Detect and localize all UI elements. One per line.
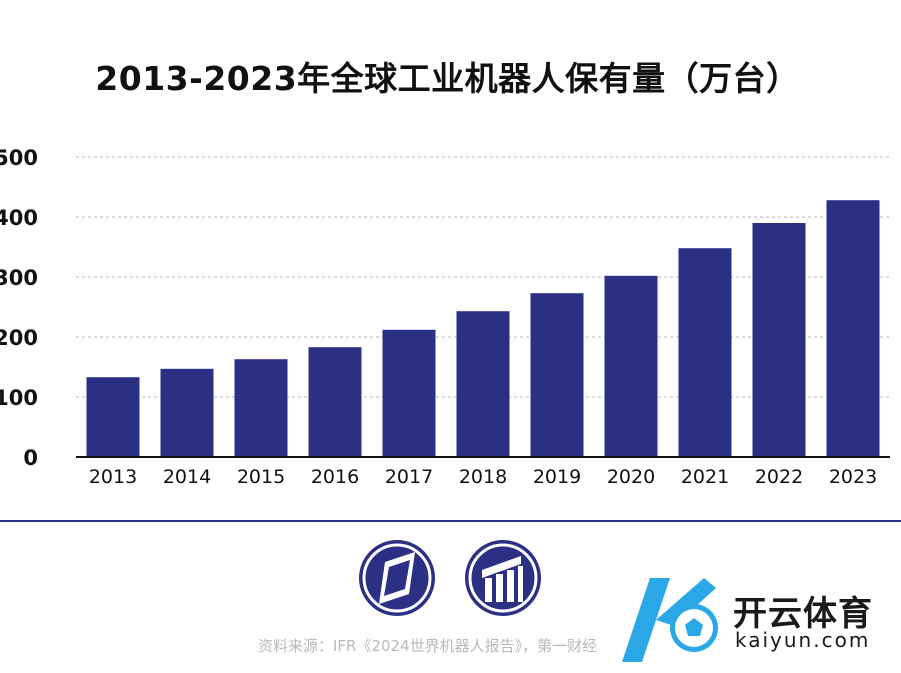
y-tick-label: 200	[0, 326, 38, 350]
watermark-domain: kaiyun.com	[735, 628, 871, 652]
bar-2016	[308, 347, 362, 457]
bar-2013	[86, 377, 140, 457]
y-tick-label: 300	[0, 266, 38, 290]
bar-2021	[678, 248, 732, 457]
kaiyun-ball-logo-icon	[622, 578, 718, 662]
y-tick-label: 100	[0, 386, 38, 410]
bar-chart: 0 100 200 300 400 500 2013 2014 2015 2016 2017 2018…	[0, 146, 890, 488]
bar-2019	[530, 293, 584, 457]
watermark-brand: 开云体育	[733, 594, 873, 634]
bar-2018	[456, 311, 510, 457]
y-tick-label: 400	[0, 206, 38, 230]
chart-title: 2013-2023年全球工业机器人保有量（万台）	[95, 59, 800, 98]
x-tick-label: 2023	[829, 466, 877, 488]
x-tick-label: 2014	[163, 466, 211, 488]
bar-logo-icon	[465, 540, 541, 616]
bar-2017	[382, 329, 436, 457]
bar-2020	[604, 275, 658, 457]
x-tick-label: 2016	[311, 466, 359, 488]
source-note: 资料来源：IFR《2024世界机器人报告》，第一财经	[258, 637, 598, 655]
bar-2014	[160, 368, 214, 457]
footer-divider	[0, 520, 901, 522]
x-tick-label: 2021	[681, 466, 729, 488]
x-tick-label: 2017	[385, 466, 433, 488]
y-tick-label: 0	[23, 446, 38, 470]
x-tick-label: 2019	[533, 466, 581, 488]
x-tick-label: 2022	[755, 466, 803, 488]
parallelogram-logo-icon	[359, 540, 435, 616]
x-tick-label: 2015	[237, 466, 285, 488]
x-tick-label: 2020	[607, 466, 655, 488]
bar-2015	[234, 359, 288, 457]
x-tick-label: 2013	[89, 466, 137, 488]
y-tick-label: 500	[0, 146, 38, 170]
bar-2023	[826, 200, 880, 457]
x-tick-label: 2018	[459, 466, 507, 488]
bar-2022	[752, 223, 806, 457]
